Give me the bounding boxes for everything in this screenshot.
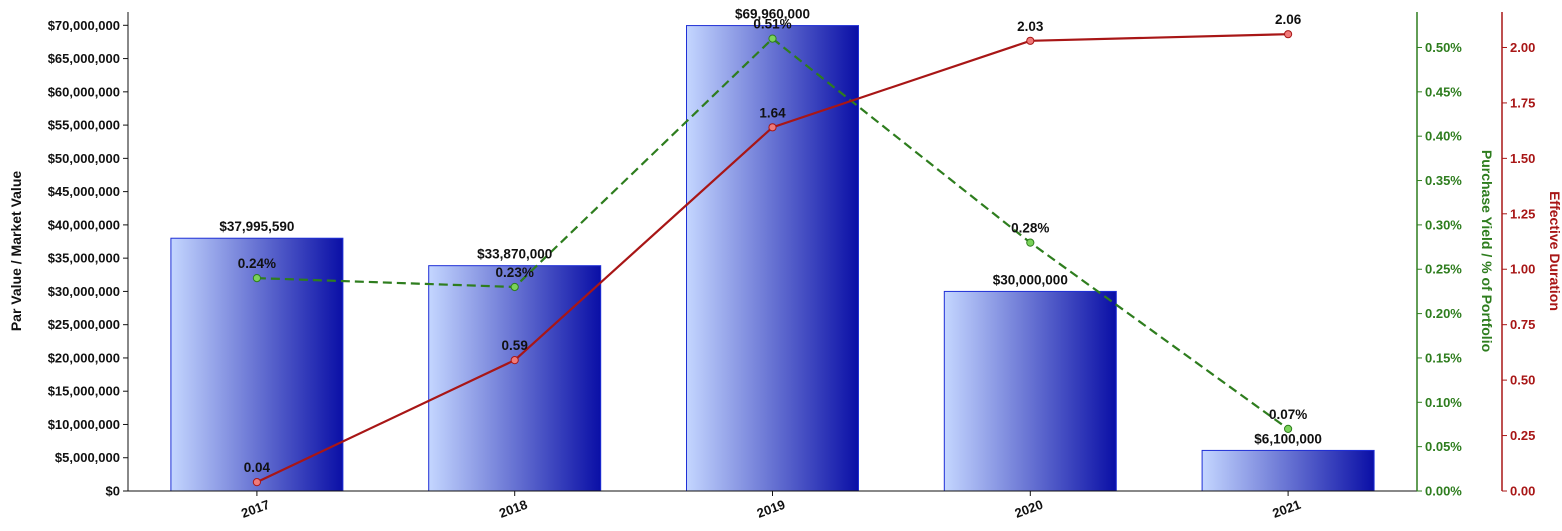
right-1-tick-label: 0.30%: [1425, 217, 1462, 232]
duration-line-series: [252, 30, 1293, 487]
left-tick-label: $50,000,000: [48, 151, 120, 166]
bar-value-label: $33,870,000: [477, 247, 552, 262]
yield-point: [1026, 238, 1035, 247]
bar-value-label: $6,100,000: [1254, 431, 1322, 446]
right-1-tick-label: 0.10%: [1425, 395, 1462, 410]
left-tick-label: $25,000,000: [48, 317, 120, 332]
right-2-tick-label: 0.75: [1510, 317, 1535, 332]
left-tick-label: $45,000,000: [48, 184, 120, 199]
right-1-tick-label: 0.45%: [1425, 84, 1462, 99]
duration-point: [252, 478, 261, 487]
right-2-tick-label: 1.25: [1510, 206, 1535, 221]
duration-value-label: 2.03: [1017, 19, 1044, 34]
left-axis-title: Par Value / Market Value: [8, 171, 24, 332]
right-axis-1-title: Purchase Yield / % of Portfolio: [1479, 150, 1495, 352]
left-tick-label: $10,000,000: [48, 417, 120, 432]
left-tick-label: $20,000,000: [48, 350, 120, 365]
data-labels: $37,995,590 $33,870,000 $69,960,000 $30,000…: [219, 7, 1322, 476]
yield-value-label: 0.07%: [1269, 407, 1307, 422]
right-1-tick-label: 0.25%: [1425, 262, 1462, 277]
left-tick-label: $15,000,000: [48, 384, 120, 399]
yield-point: [510, 282, 519, 292]
right-2-tick-label: 0.50: [1510, 373, 1535, 388]
yield-value-label: 0.51%: [753, 17, 791, 32]
right-1-tick-label: 0.50%: [1425, 40, 1462, 55]
duration-point: [510, 356, 519, 365]
right-2-tick-label: 0.25: [1510, 428, 1535, 443]
right-1-tick-label: 0.40%: [1425, 129, 1462, 144]
left-tick-label: $70,000,000: [48, 18, 120, 33]
duration-point: [1284, 30, 1293, 39]
yield-point: [252, 274, 261, 283]
right-2-tick-label: 1.50: [1510, 151, 1535, 166]
right-2-tick-label: 2.00: [1510, 40, 1535, 55]
right-1-tick-label: 0.05%: [1425, 439, 1462, 454]
left-tick-label: $0: [106, 484, 120, 499]
right-2-tick-label: 0.00: [1510, 484, 1535, 499]
bar-value-label: $30,000,000: [993, 272, 1068, 287]
yield-value-label: 0.23%: [496, 265, 534, 280]
yield-line-series: [252, 34, 1293, 434]
yield-value-label: 0.28%: [1011, 221, 1049, 236]
duration-value-label: 2.06: [1275, 12, 1302, 27]
yield-point: [768, 34, 777, 43]
x-tick-label: 2020: [1013, 497, 1045, 521]
yield-point: [1284, 424, 1293, 434]
x-tick-label: 2017: [239, 497, 271, 521]
x-tick-label: 2019: [755, 497, 787, 521]
bar-series: [170, 25, 1375, 492]
bar: [1201, 449, 1375, 492]
right-2-tick-label: 1.75: [1510, 95, 1535, 110]
left-tick-label: $60,000,000: [48, 84, 120, 99]
right-1-tick-label: 0.00%: [1425, 484, 1462, 499]
left-tick-label: $35,000,000: [48, 251, 120, 266]
yield-line: [256, 37, 1289, 430]
right-axis-2-title: Effective Duration: [1547, 191, 1562, 311]
left-tick-label: $30,000,000: [48, 284, 120, 299]
duration-point: [768, 123, 777, 132]
right-1-tick-label: 0.35%: [1425, 173, 1462, 188]
left-tick-label: $65,000,000: [48, 51, 120, 66]
x-tick-label: 2018: [497, 497, 529, 521]
right-1-tick-label: 0.15%: [1425, 350, 1462, 365]
duration-point: [1026, 36, 1035, 45]
left-tick-label: $5,000,000: [55, 450, 120, 465]
left-tick-label: $40,000,000: [48, 217, 120, 232]
right-1-tick-label: 0.20%: [1425, 306, 1462, 321]
duration-value-label: 0.59: [502, 338, 528, 353]
bar-value-label: $37,995,590: [219, 219, 294, 234]
right-2-tick-label: 1.00: [1510, 262, 1535, 277]
bar-value-label: $69,960,000: [735, 7, 810, 22]
bar: [943, 290, 1117, 492]
bar: [686, 25, 859, 492]
x-tick-label: 2021: [1270, 497, 1302, 521]
yield-value-label: 0.24%: [238, 256, 276, 271]
duration-value-label: 1.64: [759, 105, 786, 120]
bar: [428, 265, 602, 492]
left-tick-label: $55,000,000: [48, 118, 120, 133]
duration-value-label: 0.04: [244, 460, 271, 475]
